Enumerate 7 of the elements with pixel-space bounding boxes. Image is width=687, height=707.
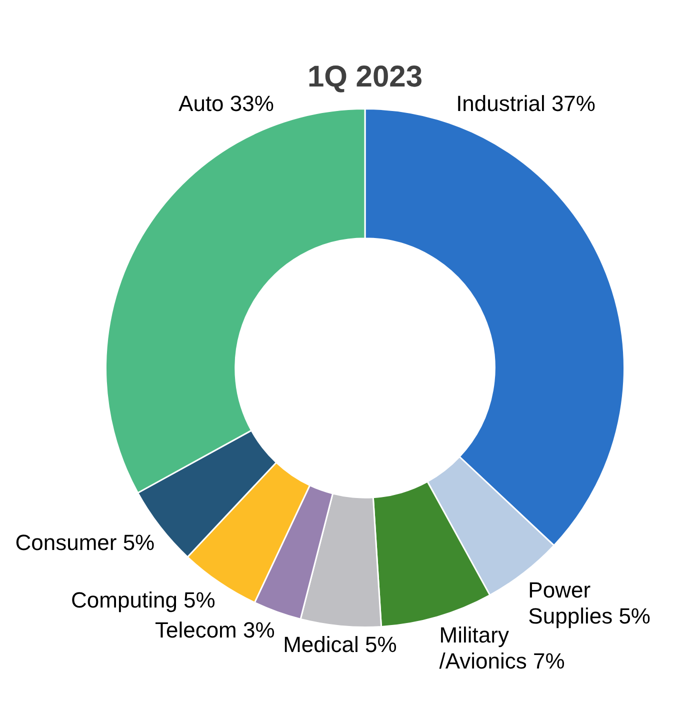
- slice-label: Medical 5%: [283, 632, 397, 658]
- slice-label: Consumer 5%: [15, 530, 155, 556]
- chart-title: 1Q 2023: [307, 60, 423, 94]
- slice-label: Industrial 37%: [456, 90, 596, 116]
- slice-label: Telecom 3%: [154, 618, 275, 643]
- slice-label: Computing 5%: [71, 587, 216, 612]
- slice-label: Auto 33%: [178, 90, 274, 116]
